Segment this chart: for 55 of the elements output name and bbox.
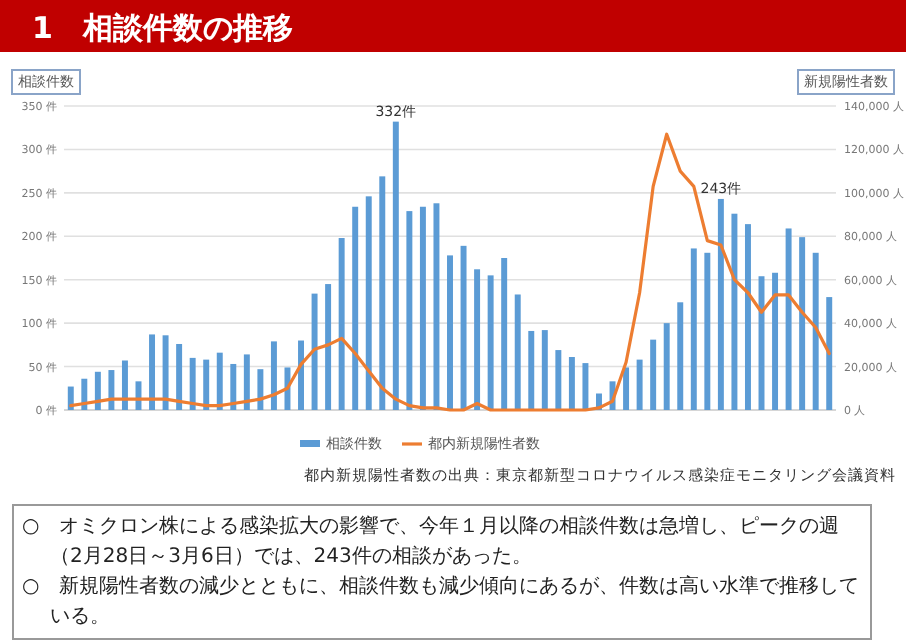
- bar: [528, 330, 535, 410]
- bar: [94, 371, 101, 410]
- bar: [379, 176, 386, 410]
- bar: [176, 343, 183, 410]
- bar: [650, 339, 657, 410]
- text: ○ オミクロン株による感染拡大の影響で、今年１月以降の相談件数は急増し、ピークの週（2月28日～3月6日）では、243件の相談があった。: [22, 513, 842, 572]
- bar: [474, 269, 481, 410]
- bar: [704, 252, 711, 410]
- chart-title: 1 相談件数の推移: [32, 10, 293, 46]
- bar: [298, 340, 304, 410]
- bar: [338, 238, 345, 410]
- bar: [785, 228, 792, 410]
- bar: [541, 330, 548, 410]
- bar: [690, 248, 697, 410]
- bar: [216, 352, 223, 410]
- bar: [419, 206, 426, 410]
- bar: [257, 369, 264, 410]
- bar: [406, 211, 413, 410]
- bar: [121, 360, 128, 410]
- bar: [189, 357, 196, 410]
- bar: [230, 363, 237, 410]
- bar: [392, 121, 399, 410]
- bar: [149, 334, 156, 410]
- bar: [663, 323, 670, 410]
- bar: [636, 359, 643, 410]
- bar: [555, 350, 562, 410]
- bar: [81, 378, 88, 410]
- bar: [568, 357, 575, 410]
- bar: [826, 297, 833, 410]
- bar: [623, 367, 630, 410]
- bar: [799, 237, 806, 410]
- bar: [243, 354, 250, 410]
- bar: [352, 206, 359, 410]
- bar: [772, 272, 779, 410]
- bar: [365, 196, 372, 410]
- bar: [203, 359, 210, 410]
- bar: [447, 255, 453, 410]
- bar: [311, 293, 318, 410]
- line-series: [69, 132, 831, 412]
- bar: [162, 335, 169, 410]
- bar: [744, 224, 751, 410]
- bar: [731, 213, 738, 410]
- bar: [460, 245, 467, 410]
- bar: [433, 203, 440, 410]
- bar: [325, 284, 332, 410]
- bar: [677, 302, 684, 410]
- bar: [487, 275, 494, 410]
- bar: [270, 341, 277, 410]
- bar: [108, 370, 115, 410]
- bar: [812, 252, 819, 410]
- bar: [514, 294, 521, 410]
- bar: [582, 363, 589, 410]
- bar: [501, 258, 508, 410]
- text: ○ 新規陽性者数の減少とともに、相談件数も減少傾向にあるが、件数は高い水準で推移している。: [22, 573, 862, 632]
- bar: [717, 198, 724, 410]
